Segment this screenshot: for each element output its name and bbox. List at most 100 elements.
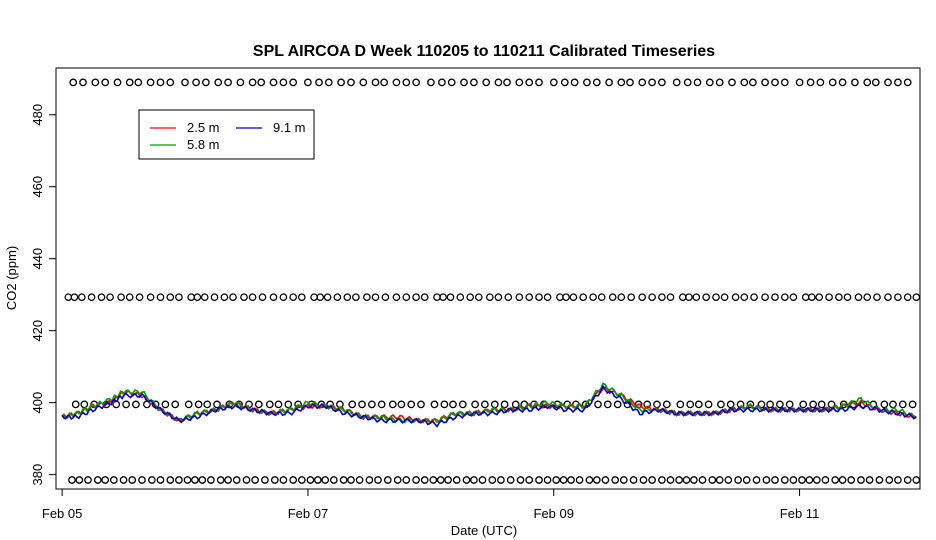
reference-point xyxy=(380,78,388,87)
reference-point xyxy=(224,78,232,87)
reference-point xyxy=(460,78,468,87)
series-line-9-1-m xyxy=(61,384,917,428)
reference-point xyxy=(138,476,146,484)
reference-point xyxy=(392,78,401,87)
reference-point xyxy=(397,400,406,409)
reference-point xyxy=(220,293,229,302)
reference-point xyxy=(871,78,880,87)
legend-label: 9.1 m xyxy=(273,120,306,135)
reference-point xyxy=(236,78,245,87)
reference-point xyxy=(122,400,130,409)
reference-point xyxy=(470,78,478,87)
reference-point xyxy=(71,400,80,409)
reference-point xyxy=(181,78,189,87)
reference-point xyxy=(854,293,863,302)
reference-point xyxy=(839,400,848,409)
reference-point xyxy=(575,476,584,484)
reference-point xyxy=(279,78,288,87)
reference-point xyxy=(412,476,420,484)
reference-point xyxy=(815,293,824,302)
reference-point xyxy=(752,476,761,484)
reference-point xyxy=(795,78,804,87)
reference-point xyxy=(569,293,578,302)
reference-point xyxy=(265,400,274,409)
reference-point xyxy=(570,78,579,87)
reference-point xyxy=(740,78,749,87)
reference-point xyxy=(734,476,742,484)
reference-point xyxy=(229,293,237,302)
reference-point xyxy=(128,476,137,484)
reference-point xyxy=(166,78,175,87)
reference-point xyxy=(740,293,749,302)
reference-point xyxy=(762,476,771,484)
reference-point xyxy=(315,78,323,87)
reference-point xyxy=(698,476,707,484)
reference-point xyxy=(210,293,219,302)
reference-point xyxy=(175,293,183,302)
reference-point xyxy=(156,476,165,484)
legend-label: 5.8 m xyxy=(187,137,220,152)
reference-point xyxy=(70,293,79,302)
reference-point xyxy=(592,78,601,87)
reference-point xyxy=(456,293,465,302)
reference-point xyxy=(638,78,647,87)
reference-point xyxy=(363,293,371,302)
reference-point xyxy=(809,400,817,409)
y-axis: 380 400 420 440 460 480 xyxy=(30,104,57,485)
reference-point xyxy=(371,293,380,302)
reference-point xyxy=(203,400,212,409)
reference-point xyxy=(183,476,192,484)
reference-point xyxy=(812,476,821,484)
reference-point xyxy=(117,293,125,302)
reference-point xyxy=(780,476,789,484)
reference-point xyxy=(79,78,87,87)
reference-point xyxy=(543,293,552,302)
reference-point xyxy=(704,400,713,409)
reference-point xyxy=(374,476,382,484)
reference-point xyxy=(377,400,386,409)
reference-point xyxy=(193,293,202,302)
reference-point xyxy=(912,293,921,302)
reference-point xyxy=(685,293,693,302)
reference-point xyxy=(316,293,325,302)
reference-point xyxy=(248,78,257,87)
legend-label: 2.5 m xyxy=(187,120,220,135)
reference-point xyxy=(690,476,698,484)
reference-point xyxy=(148,476,156,484)
reference-point xyxy=(766,400,774,409)
reference-point xyxy=(676,400,685,409)
reference-point xyxy=(439,293,447,302)
reference-point xyxy=(68,476,76,484)
reference-point xyxy=(289,476,298,484)
reference-point xyxy=(757,400,766,409)
reference-point xyxy=(449,400,457,409)
reference-point xyxy=(627,293,636,302)
reference-point xyxy=(481,400,489,409)
reference-point xyxy=(470,476,478,484)
reference-point xyxy=(135,293,144,302)
reference-point xyxy=(515,78,524,87)
reference-point xyxy=(109,476,118,484)
reference-point xyxy=(749,78,757,87)
reference-point xyxy=(270,476,279,484)
reference-point xyxy=(648,78,656,87)
reference-point xyxy=(368,400,376,409)
reference-point xyxy=(658,78,666,87)
reference-point xyxy=(329,476,338,484)
reference-point xyxy=(240,293,248,302)
reference-point xyxy=(490,400,499,409)
reference-point xyxy=(146,78,155,87)
reference-point xyxy=(97,293,106,302)
reference-point xyxy=(433,293,441,302)
reference-point xyxy=(603,400,612,409)
reference-point xyxy=(429,476,438,484)
reference-point xyxy=(352,293,360,302)
reference-point xyxy=(807,293,816,302)
reference-point xyxy=(258,293,267,302)
reference-point xyxy=(156,293,165,302)
reference-point xyxy=(310,293,318,302)
reference-point xyxy=(365,476,374,484)
reference-point xyxy=(289,78,298,87)
reference-point xyxy=(619,476,628,484)
